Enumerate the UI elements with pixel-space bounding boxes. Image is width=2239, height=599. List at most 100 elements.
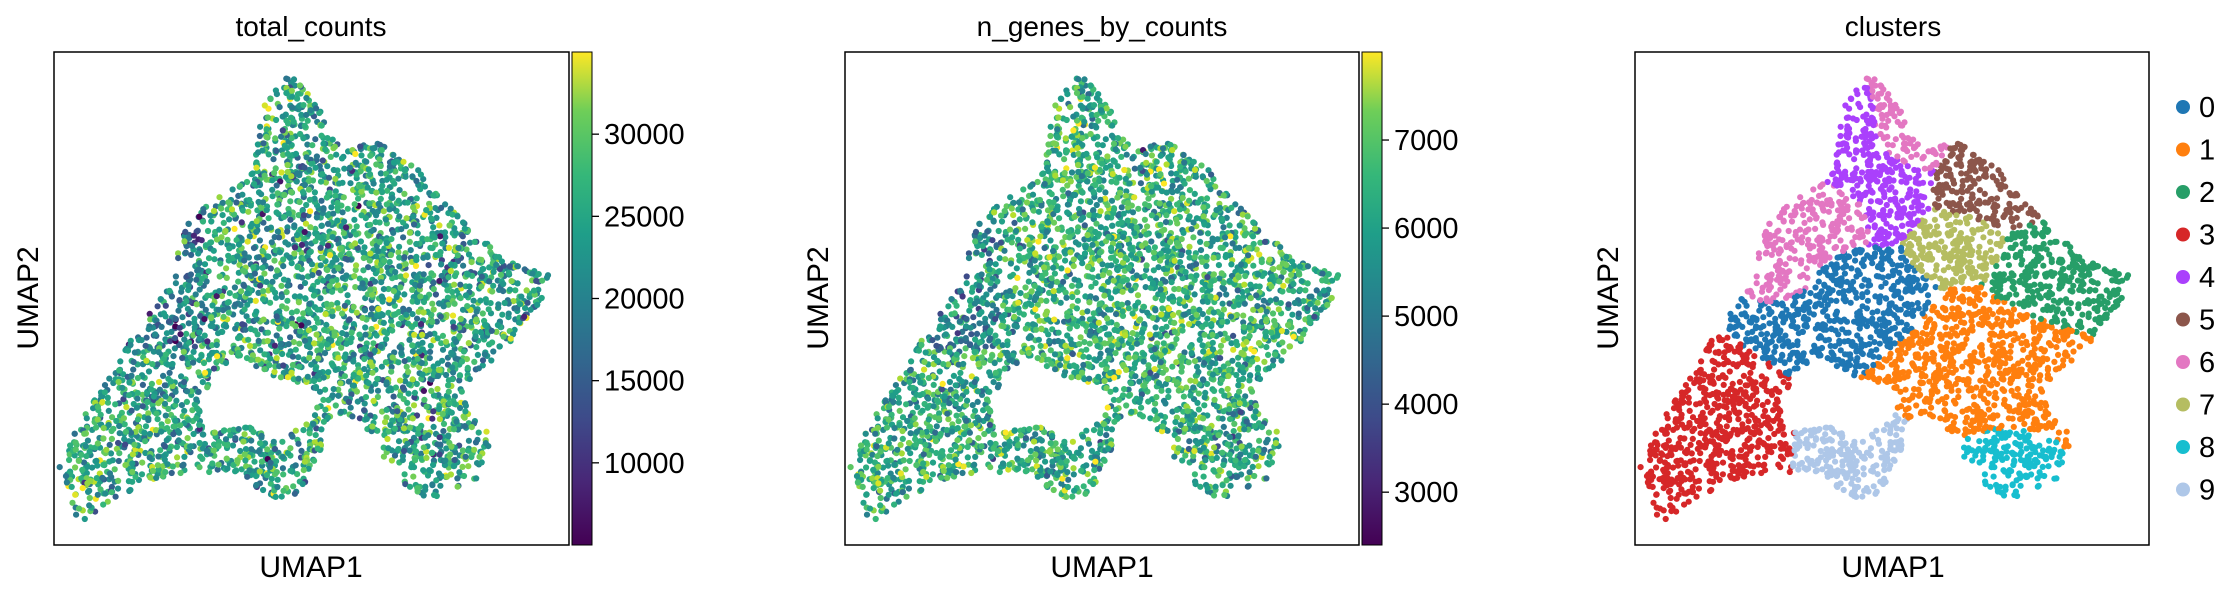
scatter-point bbox=[413, 240, 420, 248]
scatter-point bbox=[451, 457, 458, 464]
scatter-point bbox=[300, 102, 307, 109]
scatter-point bbox=[475, 429, 482, 436]
scatter-point bbox=[218, 234, 225, 241]
scatter-point bbox=[389, 354, 396, 361]
scatter-point bbox=[412, 262, 420, 270]
scatter-point bbox=[535, 271, 542, 278]
scatter-point bbox=[420, 387, 427, 394]
scatter-point bbox=[470, 297, 477, 304]
scatter-point bbox=[102, 490, 109, 497]
scatter-point bbox=[329, 136, 336, 143]
scatter-point bbox=[368, 325, 375, 333]
scatter-point bbox=[1104, 153, 1111, 160]
scatter-point bbox=[1098, 361, 1105, 368]
scatter-point bbox=[378, 147, 385, 154]
scatter-point bbox=[383, 379, 390, 386]
scatter-point bbox=[164, 425, 171, 432]
scatter-point bbox=[332, 192, 339, 199]
scatter-point bbox=[192, 291, 199, 298]
scatter-point bbox=[271, 342, 278, 349]
scatter-point bbox=[471, 238, 478, 245]
scatter-point bbox=[205, 268, 212, 275]
scatter-point bbox=[1022, 225, 1029, 232]
scatter-point bbox=[1022, 468, 1029, 475]
scatter-point bbox=[1201, 402, 1208, 409]
scatter-point bbox=[396, 344, 403, 351]
scatter-point bbox=[303, 111, 310, 119]
scatter-point bbox=[347, 404, 354, 411]
scatter-point bbox=[396, 213, 403, 220]
scatter-point bbox=[1280, 348, 1287, 355]
scatter-point bbox=[356, 331, 363, 338]
scatter-point bbox=[436, 416, 443, 423]
scatter-point bbox=[73, 511, 80, 518]
scatter-point bbox=[230, 461, 237, 469]
scatter-point bbox=[168, 469, 175, 477]
scatter-point bbox=[362, 394, 370, 401]
colorbar-tick-label: 25000 bbox=[604, 201, 685, 233]
scatter-point bbox=[417, 171, 424, 178]
scatter-point bbox=[388, 236, 395, 243]
scatter-point bbox=[115, 477, 122, 484]
scatter-point bbox=[899, 427, 906, 435]
scatter-point bbox=[447, 267, 454, 275]
scatter-point bbox=[272, 493, 279, 500]
scatter-point bbox=[280, 471, 287, 478]
scatter-point bbox=[264, 329, 272, 336]
scatter-point bbox=[454, 475, 461, 482]
scatter-point bbox=[387, 251, 394, 259]
scatter-point bbox=[405, 368, 412, 375]
scatter-point bbox=[420, 444, 427, 451]
scatter-point bbox=[429, 482, 436, 489]
scatter-point bbox=[210, 247, 217, 254]
scatter-point bbox=[406, 447, 413, 454]
scatter-point bbox=[489, 288, 496, 295]
scatter-point bbox=[359, 314, 366, 321]
scatter-point bbox=[319, 157, 326, 164]
scatter-point bbox=[234, 457, 241, 464]
scatter-point bbox=[371, 278, 379, 285]
scatter-point bbox=[148, 380, 155, 387]
scatter-point bbox=[330, 166, 337, 174]
scatter-point bbox=[415, 430, 422, 437]
scatter-point bbox=[435, 470, 443, 477]
scatter-point bbox=[258, 191, 265, 198]
scatter-point bbox=[172, 315, 179, 323]
scatter-point bbox=[1047, 237, 1054, 244]
scatter-point bbox=[205, 255, 213, 262]
scatter-point bbox=[122, 428, 129, 435]
scatter-point bbox=[305, 319, 312, 326]
scatter-point bbox=[427, 342, 434, 349]
scatter-point bbox=[300, 235, 308, 243]
scatter-point bbox=[465, 251, 473, 258]
scatter-point bbox=[411, 389, 418, 396]
scatter-point bbox=[204, 338, 211, 345]
scatter-point bbox=[487, 300, 494, 307]
scatter-point bbox=[273, 116, 280, 124]
scatter-point bbox=[383, 239, 390, 247]
y-axis-label: UMAP2 bbox=[12, 246, 45, 349]
scatter-point bbox=[196, 329, 203, 336]
scatter-point bbox=[400, 234, 407, 241]
scatter-point bbox=[128, 407, 135, 414]
scatter-point bbox=[210, 207, 218, 215]
scatter-point bbox=[115, 439, 122, 447]
scatter-point bbox=[86, 502, 93, 509]
scatter-point bbox=[239, 191, 246, 198]
scatter-point bbox=[414, 298, 421, 305]
scatter-point bbox=[409, 311, 416, 318]
scatter-point bbox=[300, 467, 307, 474]
scatter-point bbox=[317, 295, 324, 302]
scatter-point bbox=[288, 188, 295, 196]
scatter-point bbox=[429, 318, 436, 325]
scatter-point bbox=[329, 288, 336, 295]
scatter-point bbox=[397, 392, 404, 399]
scatter-point bbox=[430, 461, 437, 469]
scatter-point bbox=[488, 327, 495, 334]
scatter-point bbox=[226, 245, 233, 252]
scatter-point bbox=[365, 232, 372, 239]
scatter-point bbox=[494, 322, 501, 329]
scatter-point bbox=[510, 298, 517, 305]
scatter-point bbox=[437, 482, 444, 489]
scatter-point bbox=[215, 330, 222, 337]
